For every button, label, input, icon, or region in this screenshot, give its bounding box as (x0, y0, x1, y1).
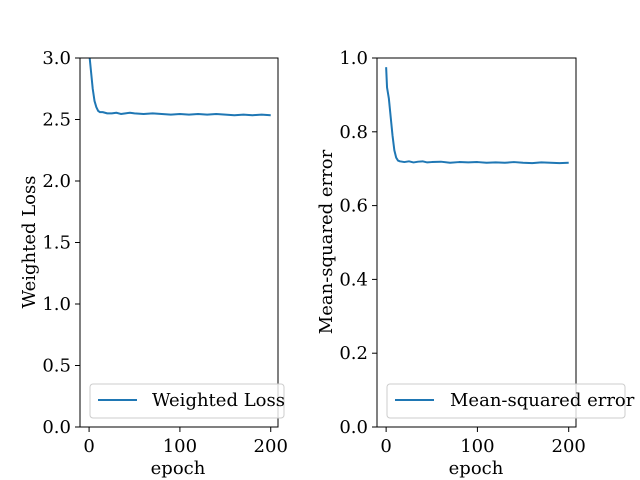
chart-mean-squared-error: 0 100 200 0.0 0.2 0.4 0.6 0.8 1.0 epoch Mean-sq… (316, 48, 635, 479)
mse-legend-label: Mean-squared error (450, 390, 635, 411)
weighted-loss-y-tick-label: 1.0 (42, 294, 71, 315)
weighted-loss-x-axis-label: epoch (151, 458, 206, 479)
weighted-loss-y-tick-label: 0.0 (42, 417, 71, 438)
weighted-loss-y-tick-label: 2.5 (42, 110, 71, 131)
mse-x-ticks: 0 100 200 (380, 427, 586, 457)
mse-series-line-0 (385, 67, 569, 165)
mse-y-tick-label: 0.2 (339, 343, 368, 364)
weighted-loss-x-tick-label: 200 (254, 436, 288, 457)
weighted-loss-y-tick-label: 3.0 (42, 48, 71, 69)
weighted-loss-legend-box (89, 383, 285, 419)
mse-axes-frame (376, 57, 577, 428)
weighted-loss-legend: Weighted Loss (89, 383, 285, 419)
mse-plot-area (376, 57, 577, 428)
weighted-loss-y-tick-label: 1.5 (42, 233, 71, 254)
weighted-loss-series-line-0 (88, 58, 271, 117)
weighted-loss-y-axis-label: Weighted Loss (19, 176, 40, 309)
mse-x-axis-label: epoch (449, 458, 504, 479)
weighted-loss-y-ticks: 0.0 0.5 1.0 1.5 2.0 2.5 3.0 (42, 48, 80, 438)
mse-y-tick-label: 0.0 (339, 417, 368, 438)
weighted-loss-x-ticks: 0 100 200 (83, 427, 288, 457)
weighted-loss-x-tick-label: 0 (83, 436, 94, 457)
chart-weighted-loss: 0 100 200 0.0 0.5 1.0 1.5 2.0 2.5 3.0 epoch Weig… (19, 48, 288, 479)
mse-x-tick-label: 200 (552, 436, 586, 457)
weighted-loss-y-tick-label: 0.5 (42, 356, 71, 377)
mse-y-axis-label: Mean-squared error (316, 149, 337, 334)
mse-y-tick-label: 1.0 (339, 48, 368, 69)
mse-y-tick-label: 0.8 (339, 122, 368, 143)
mse-y-tick-label: 0.4 (339, 269, 368, 290)
mse-x-tick-label: 0 (380, 436, 391, 457)
weighted-loss-x-tick-label: 100 (163, 436, 197, 457)
mse-y-ticks: 0.0 0.2 0.4 0.6 0.8 1.0 (339, 48, 377, 438)
weighted-loss-legend-label: Weighted Loss (152, 390, 285, 411)
mse-legend: Mean-squared error (386, 383, 635, 419)
weighted-loss-y-tick-label: 2.0 (42, 171, 71, 192)
mse-y-tick-label: 0.6 (339, 196, 368, 217)
mse-x-tick-label: 100 (460, 436, 494, 457)
mse-legend-box (386, 383, 626, 419)
